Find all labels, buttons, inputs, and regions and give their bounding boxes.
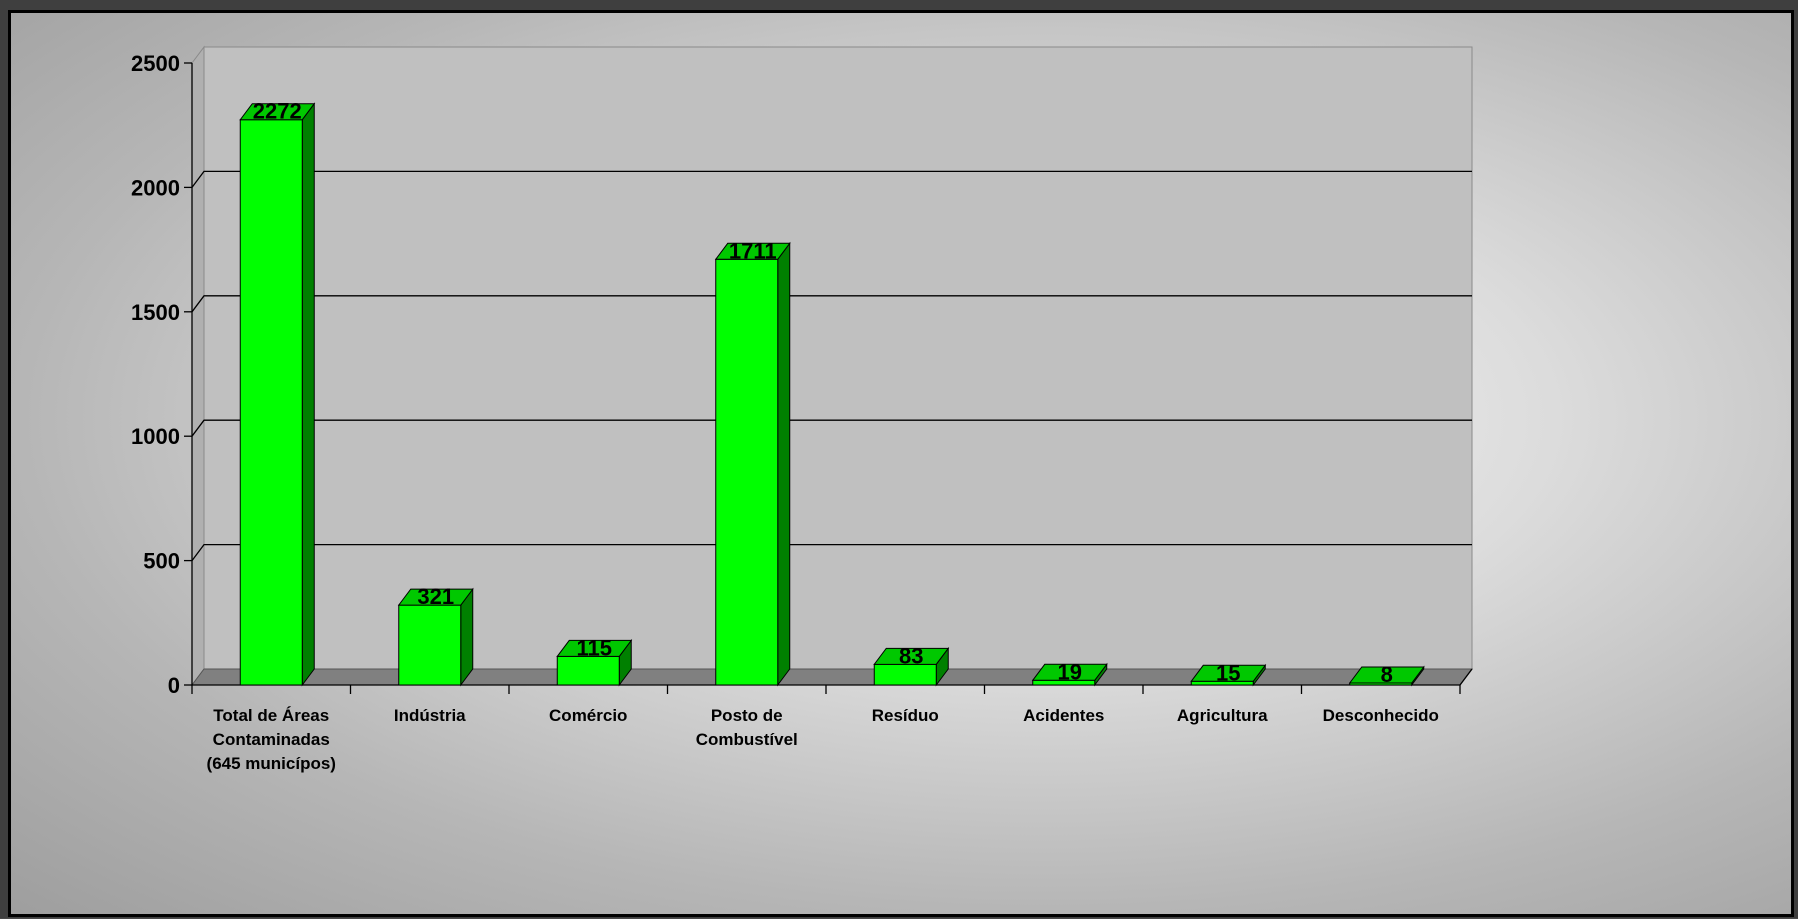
x-tick-label-line: Acidentes [1023,706,1104,725]
y-tick-labels: 0 500 1000 1500 2000 2500 [131,51,180,698]
bar-top-face [239,103,316,121]
bar-top-face [1190,664,1267,682]
x-tick-labels: Total de Áreas Contaminadas (645 municípos… [207,706,1439,773]
x-tick-label-line: Resíduo [872,706,939,725]
gridline [191,419,1472,437]
y-tick-label: 0 [168,673,180,698]
data-label: 115 [577,635,613,660]
bar [873,646,950,687]
bar-top-face [873,647,950,665]
bar-front-face [715,258,779,686]
x-tick-label: Indústria [394,706,466,725]
x-tick-label-line: Posto de [711,706,783,725]
x-tick-label-line: Total de Áreas [213,706,329,725]
bar-top-face [397,588,474,606]
bar-front-face [398,604,462,686]
x-tick-label: Acidentes [1023,706,1104,725]
bar-top-face [1031,663,1108,681]
data-label: 15 [1216,660,1240,685]
gridlines [191,170,1472,561]
bars [239,102,1425,687]
x-tick-label-line: Agricultura [1177,706,1268,725]
back-wall [203,46,1473,670]
bar [556,638,633,687]
x-tick-label-line: Desconhecido [1323,706,1439,725]
x-tick-label: Comércio [549,706,627,725]
bar [239,102,316,687]
chart-area: 2272 321 115 1711 83 19 15 8 Total de Áreas Cont… [8,10,1794,917]
bar [1348,665,1425,687]
bar [1190,663,1267,687]
x-tick-label-line: Contaminadas [213,730,330,749]
bar-top-face [1348,666,1425,684]
bar-side-face [777,241,791,687]
data-labels: 2272 321 115 1711 83 19 15 8 [253,99,1393,687]
y-tick-label: 1500 [131,300,180,325]
plot-floor [191,668,1473,686]
x-tick-label-line: Comércio [549,706,627,725]
data-label: 8 [1381,662,1393,687]
data-label: 83 [899,643,923,668]
bar [1031,662,1108,687]
y-tick-label: 500 [143,549,180,574]
y-tick-label: 2500 [131,51,180,76]
bar-top-face [714,242,791,260]
bar [714,241,791,687]
y-tick-label: 1000 [131,424,180,449]
x-tick-label-line: Combustível [696,730,798,749]
y-tick-label: 2000 [131,175,180,200]
x-tick-label: Agricultura [1177,706,1268,725]
x-tick-label: Resíduo [872,706,939,725]
x-tick-label: Posto de Combustível [696,706,798,749]
bar-top-face [556,639,633,657]
floor [191,668,1473,686]
x-tick-label-line: (645 municípos) [207,754,336,773]
gridline [191,295,1472,313]
x-tick-label: Desconhecido [1323,706,1439,725]
bar-chart: 2272 321 115 1711 83 19 15 8 Total de Áreas Cont… [131,45,1473,773]
x-axis-end [1459,668,1473,686]
bar [397,587,474,687]
bar-front-face [556,655,620,686]
gridline [191,170,1472,188]
data-label: 19 [1058,659,1082,684]
gridline [191,543,1472,561]
plot-wall [191,45,1473,687]
data-label: 321 [417,584,454,609]
data-label: 2272 [253,99,302,124]
bar-side-face [301,102,315,687]
data-label: 1711 [729,238,777,263]
x-tick-label: Total de Áreas Contaminadas (645 municípos… [207,706,336,773]
bar-front-face [239,119,303,686]
x-tick-label-line: Indústria [394,706,466,725]
side-wall [191,45,205,687]
